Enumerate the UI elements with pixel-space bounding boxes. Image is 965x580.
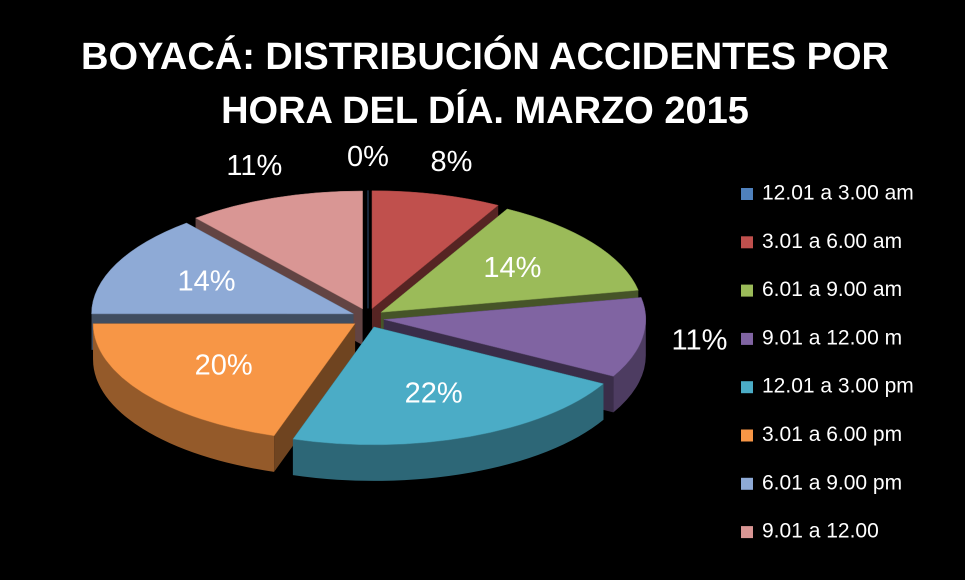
- slice: [292, 326, 605, 446]
- legend-swatch: [741, 236, 753, 249]
- data-label: 0%: [347, 141, 389, 173]
- legend-swatch: [741, 477, 753, 490]
- legend-swatch: [741, 381, 753, 394]
- legend-swatch: [741, 429, 753, 442]
- slice-side: [292, 383, 604, 481]
- slice-wall: [274, 323, 356, 472]
- legend-label: 9.01 a 12.00 m: [762, 326, 902, 349]
- chart-title: BOYACÁ: DISTRIBUCIÓN ACCIDENTES POR HORA…: [81, 36, 889, 132]
- slice: [383, 297, 647, 377]
- slice-side: [613, 319, 646, 413]
- slice: [194, 190, 363, 310]
- data-label: 14%: [483, 252, 541, 284]
- data-label: 11%: [226, 150, 282, 182]
- data-label: 20%: [195, 349, 253, 381]
- legend-swatch: [741, 188, 753, 200]
- slice-side: [93, 323, 275, 472]
- data-label: 14%: [178, 265, 236, 297]
- legend-label: 3.01 a 6.00 am: [762, 230, 902, 253]
- slice: [380, 208, 639, 313]
- legend-label: 6.01 a 9.00 am: [762, 278, 902, 301]
- legend-label: 12.01 a 3.00 pm: [762, 375, 914, 398]
- legend-label: 12.01 a 3.00 am: [762, 182, 914, 205]
- data-label: 8%: [431, 146, 473, 178]
- slice: [371, 190, 499, 310]
- legend-swatch: [741, 332, 753, 345]
- slice: [92, 323, 356, 437]
- slice: [91, 222, 354, 315]
- legend-label: 9.01 a 12.00: [762, 520, 879, 543]
- legend-label: 6.01 a 9.00 pm: [762, 471, 902, 494]
- legend-swatch: [741, 526, 753, 539]
- data-label: 11%: [672, 325, 728, 357]
- legend-label: 3.01 a 6.00 pm: [762, 423, 902, 446]
- data-label: 22%: [405, 378, 463, 410]
- legend-swatch: [741, 284, 753, 297]
